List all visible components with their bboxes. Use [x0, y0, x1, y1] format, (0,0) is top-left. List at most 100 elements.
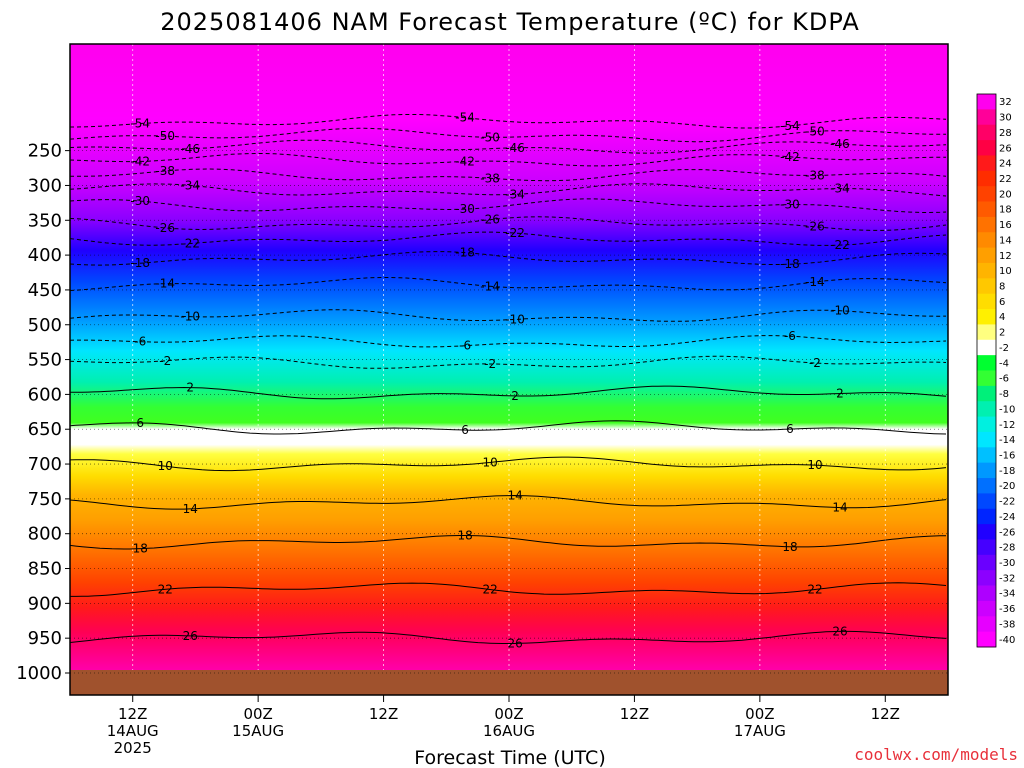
- colorbar-label: -18: [999, 466, 1015, 477]
- contour-label: 10: [482, 455, 497, 469]
- colorbar-swatch: [977, 478, 996, 494]
- x-tick-date: 16AUG: [483, 722, 535, 740]
- colorbar-label: -34: [999, 589, 1015, 600]
- contour-label: 14: [832, 501, 847, 515]
- y-tick-label: 750: [28, 489, 62, 510]
- contour-label: 18: [457, 529, 472, 543]
- colorbar-label: -28: [999, 543, 1015, 554]
- x-tick-time: 00Z: [494, 705, 523, 723]
- y-tick-label: 650: [28, 419, 62, 440]
- colorbar-label: -32: [999, 573, 1015, 584]
- contour-label: -46: [505, 141, 525, 155]
- y-tick-label: 850: [28, 559, 62, 580]
- x-tick-time: 12Z: [369, 705, 398, 723]
- contour-label: -14: [805, 275, 825, 289]
- contour-label: -42: [130, 154, 150, 168]
- contour-label: -46: [180, 142, 200, 156]
- chart-title: 2025081406 NAM Forecast Temperature (ºC)…: [160, 8, 860, 36]
- colorbar-swatch: [977, 140, 996, 156]
- y-tick-label: 450: [28, 280, 62, 301]
- x-tick-date: 15AUG: [232, 722, 284, 740]
- contour-label: -26: [805, 220, 825, 234]
- contour-line: [69, 153, 946, 167]
- y-tick-label: 250: [28, 141, 62, 162]
- colorbar-swatch: [977, 109, 996, 126]
- colorbar-label: -10: [999, 404, 1015, 415]
- y-tick-label: 900: [28, 593, 62, 614]
- colorbar-label: 4: [999, 312, 1005, 323]
- y-tick-label: 600: [28, 384, 62, 405]
- y-tick-label: 950: [28, 628, 62, 649]
- colorbar-swatch: [977, 539, 996, 556]
- contour-label: -50: [155, 129, 175, 143]
- colorbar-label: 32: [999, 97, 1012, 108]
- colorbar-label: 26: [999, 143, 1012, 154]
- colorbar-swatch: [977, 554, 996, 571]
- x-tick-time: 12Z: [118, 705, 147, 723]
- contour-label: -34: [180, 178, 200, 192]
- contour-label: -22: [505, 226, 525, 240]
- colorbar-label: -2: [999, 343, 1009, 354]
- x-tick-time: 12Z: [620, 705, 649, 723]
- contour-label: 22: [158, 582, 173, 596]
- x-tick-year: 2025: [114, 739, 152, 757]
- colorbar-swatch: [977, 155, 996, 172]
- contour-label: -50: [805, 125, 825, 139]
- colorbar-label: -38: [999, 619, 1015, 630]
- colorbar-swatch: [977, 385, 996, 402]
- colorbar-label: 8: [999, 282, 1005, 293]
- contour-line: [69, 231, 947, 246]
- contour-label: -2: [159, 354, 171, 368]
- colorbar-swatch: [977, 493, 996, 510]
- colorbar-label: -8: [999, 389, 1009, 400]
- colorbar-label: -26: [999, 527, 1015, 538]
- contour-label: 10: [158, 459, 173, 473]
- colorbar-label: -30: [999, 558, 1015, 569]
- y-tick-label: 800: [28, 524, 62, 545]
- contour-label: -18: [780, 257, 800, 271]
- contour-label: -54: [455, 111, 475, 125]
- colorbar-swatch: [977, 201, 996, 218]
- contour-label: 2: [511, 389, 519, 403]
- colorbar-label: -36: [999, 604, 1015, 615]
- colorbar-swatch: [977, 339, 996, 356]
- contour-label: 26: [183, 629, 198, 643]
- contour-line: [69, 216, 947, 231]
- contour-line: [69, 335, 947, 348]
- contour-label: 6: [136, 416, 144, 430]
- contour-label: -38: [480, 171, 500, 185]
- contour-label: -34: [505, 187, 525, 201]
- colorbar-label: 18: [999, 205, 1012, 216]
- colorbar-label: 14: [999, 235, 1012, 246]
- colorbar-swatch: [977, 124, 996, 141]
- colorbar-swatch: [977, 170, 996, 187]
- contour-label: -30: [780, 198, 800, 212]
- contour-label: -42: [780, 150, 800, 164]
- y-tick-label: 400: [28, 245, 62, 266]
- contour-label: -38: [155, 164, 175, 178]
- contour-label: 10: [807, 458, 822, 472]
- contour-label: -42: [455, 155, 475, 169]
- contour-label: 2: [836, 387, 844, 401]
- contour-label: -26: [155, 221, 175, 235]
- colorbar-label: 16: [999, 220, 1012, 231]
- contour-label: 14: [183, 502, 198, 516]
- credit-text: coolwx.com/models: [854, 745, 1018, 764]
- colorbar-label: 24: [999, 159, 1012, 170]
- colorbar-swatch: [977, 216, 996, 233]
- y-axis: 250 300 350 400 450 500 550 600 650 700 750 800 850 9…: [16, 141, 70, 684]
- contour-line: [69, 420, 947, 435]
- x-tick-time: 00Z: [243, 705, 272, 723]
- colorbar-frame: [976, 93, 997, 648]
- colorbar-swatch: [977, 247, 996, 264]
- y-tick-label: 700: [28, 454, 62, 475]
- contour-line: [69, 139, 947, 154]
- contour-line: [69, 355, 947, 369]
- contour-label: -30: [455, 202, 475, 216]
- contour-label: 2: [186, 381, 194, 395]
- contour-line: [69, 630, 947, 644]
- colorbar-label: 22: [999, 174, 1012, 185]
- colorbar-label: -12: [999, 420, 1015, 431]
- contour-label: -2: [809, 356, 821, 370]
